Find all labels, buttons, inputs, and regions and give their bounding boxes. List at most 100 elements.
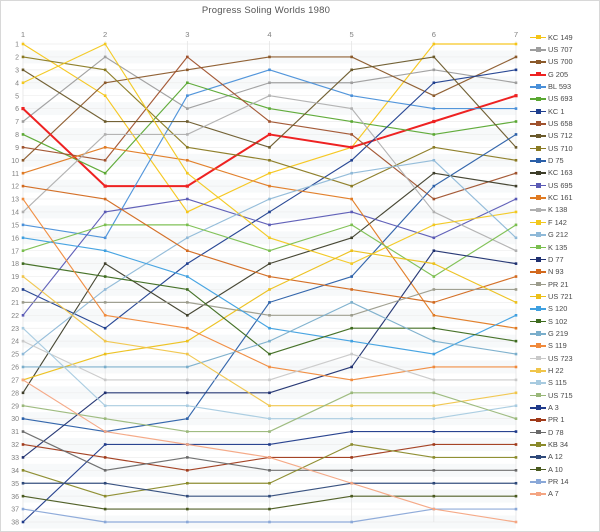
legend-item[interactable]: US 658 xyxy=(530,117,600,129)
series-g-219[interactable] xyxy=(21,301,518,369)
plot-area: 1 2 3 4 5 6 7 8 9 10 11 12 13 14 15 16 17 18 19 20 21 22 23 24 2… xyxy=(1,23,529,531)
series-s-102[interactable] xyxy=(21,262,518,356)
legend-item[interactable]: A 10 xyxy=(530,463,600,475)
legend-item[interactable]: US 700 xyxy=(530,56,600,68)
series-us-710[interactable] xyxy=(21,55,518,188)
legend-item[interactable]: A 12 xyxy=(530,451,600,463)
legend-item[interactable]: US 695 xyxy=(530,179,600,191)
legend-item[interactable]: K 135 xyxy=(530,241,600,253)
series-g-205[interactable] xyxy=(21,94,518,188)
legend-item[interactable]: PR 14 xyxy=(530,475,600,487)
legend-item-label: N 93 xyxy=(548,267,564,277)
series-pr-21[interactable] xyxy=(21,288,518,317)
series-us-712[interactable] xyxy=(21,55,518,149)
series-n-93[interactable] xyxy=(21,184,518,304)
series-kc-163[interactable] xyxy=(21,171,518,395)
y-axis-tick-label: 14 xyxy=(11,210,19,217)
x-axis-tick-label: 3 xyxy=(185,30,189,39)
y-axis-tick-label: 25 xyxy=(11,352,19,359)
series-k-135[interactable] xyxy=(21,223,518,278)
legend-item[interactable]: PR 1 xyxy=(530,414,600,426)
legend-item[interactable]: S 102 xyxy=(530,315,600,327)
legend-swatch-icon xyxy=(530,107,546,116)
legend-item-label: KB 34 xyxy=(548,440,569,450)
y-axis-tick-label: 22 xyxy=(11,313,19,320)
series-k-138[interactable] xyxy=(21,94,518,253)
legend-item[interactable]: KB 34 xyxy=(530,438,600,450)
series-kc-1[interactable] xyxy=(21,68,518,330)
legend-item[interactable]: US 707 xyxy=(530,43,600,55)
series-us-700[interactable] xyxy=(21,55,518,162)
legend-swatch-icon xyxy=(530,255,546,264)
series-s-119[interactable] xyxy=(21,197,518,382)
legend-item[interactable]: US 721 xyxy=(530,290,600,302)
series-g-212[interactable] xyxy=(21,158,518,356)
legend-item[interactable]: G 219 xyxy=(530,327,600,339)
legend-item[interactable]: PR 21 xyxy=(530,278,600,290)
legend-item[interactable]: N 93 xyxy=(530,266,600,278)
y-axis-tick-label: 20 xyxy=(11,287,19,294)
series-a-10[interactable] xyxy=(21,494,518,511)
legend-item[interactable]: S 120 xyxy=(530,303,600,315)
series-s-120[interactable] xyxy=(21,236,518,356)
legend-swatch-icon xyxy=(530,33,546,42)
legend-item[interactable]: KC 149 xyxy=(530,31,600,43)
legend-swatch-icon xyxy=(530,317,546,326)
series-a-3[interactable] xyxy=(21,430,518,524)
y-axis-tick-label: 15 xyxy=(11,222,19,229)
legend-item-label: PR 14 xyxy=(548,477,569,487)
legend-item[interactable]: US 723 xyxy=(530,352,600,364)
legend-item[interactable]: KC 161 xyxy=(530,191,600,203)
legend-item[interactable]: F 142 xyxy=(530,216,600,228)
y-axis-tick-label: 23 xyxy=(11,326,19,333)
legend-item[interactable]: US 710 xyxy=(530,142,600,154)
legend-item[interactable]: D 77 xyxy=(530,253,600,265)
legend-item-label: US 707 xyxy=(548,45,573,55)
y-axis-tick-label: 13 xyxy=(11,197,19,204)
legend-item[interactable]: S 119 xyxy=(530,340,600,352)
series-f-142[interactable] xyxy=(21,42,518,265)
legend-item-label: US 710 xyxy=(548,143,573,153)
legend-swatch-icon xyxy=(530,131,546,140)
series-us-693[interactable] xyxy=(21,81,518,175)
legend-item[interactable]: K 138 xyxy=(530,204,600,216)
legend-item[interactable]: BL 593 xyxy=(530,80,600,92)
legend-item[interactable]: US 712 xyxy=(530,130,600,142)
legend-item[interactable]: US 715 xyxy=(530,389,600,401)
legend-item-label: PR 1 xyxy=(548,415,565,425)
y-axis-tick-label: 29 xyxy=(11,403,19,410)
series-s-115[interactable] xyxy=(21,326,518,420)
legend-item[interactable]: D 78 xyxy=(530,426,600,438)
series-bl-593[interactable] xyxy=(21,68,518,240)
legend-item[interactable]: H 22 xyxy=(530,364,600,376)
y-axis-tick-label: 35 xyxy=(11,481,19,488)
series-d-77[interactable] xyxy=(21,249,518,459)
series-h-22[interactable] xyxy=(21,275,518,408)
series-kc-161[interactable] xyxy=(21,146,518,330)
series-us-723[interactable] xyxy=(21,339,518,382)
legend-swatch-icon xyxy=(530,465,546,474)
series-a-7[interactable] xyxy=(21,378,518,524)
legend-item[interactable]: G 212 xyxy=(530,229,600,241)
legend-item[interactable]: S 115 xyxy=(530,377,600,389)
legend-swatch-icon xyxy=(530,267,546,276)
legend-item[interactable]: US 693 xyxy=(530,93,600,105)
series-us-658[interactable] xyxy=(21,55,518,201)
y-axis-tick-label: 1 xyxy=(15,42,19,49)
legend-item[interactable]: A 7 xyxy=(530,488,600,500)
series-us-715[interactable] xyxy=(21,391,518,433)
legend-swatch-icon xyxy=(530,156,546,165)
legend-item[interactable]: A 3 xyxy=(530,401,600,413)
legend-item[interactable]: KC 1 xyxy=(530,105,600,117)
legend-item[interactable]: G 205 xyxy=(530,68,600,80)
series-us-707[interactable] xyxy=(21,55,518,123)
series-d-78[interactable] xyxy=(21,430,518,472)
y-axis-tick-label: 21 xyxy=(11,300,19,307)
x-axis-tick-label: 6 xyxy=(432,30,436,39)
y-axis-tick-label: 24 xyxy=(11,339,19,346)
legend-swatch-icon xyxy=(530,230,546,239)
legend-item[interactable]: KC 163 xyxy=(530,167,600,179)
series-kb-34[interactable] xyxy=(21,443,518,498)
legend-item[interactable]: D 75 xyxy=(530,154,600,166)
series-us-695[interactable] xyxy=(21,197,518,317)
